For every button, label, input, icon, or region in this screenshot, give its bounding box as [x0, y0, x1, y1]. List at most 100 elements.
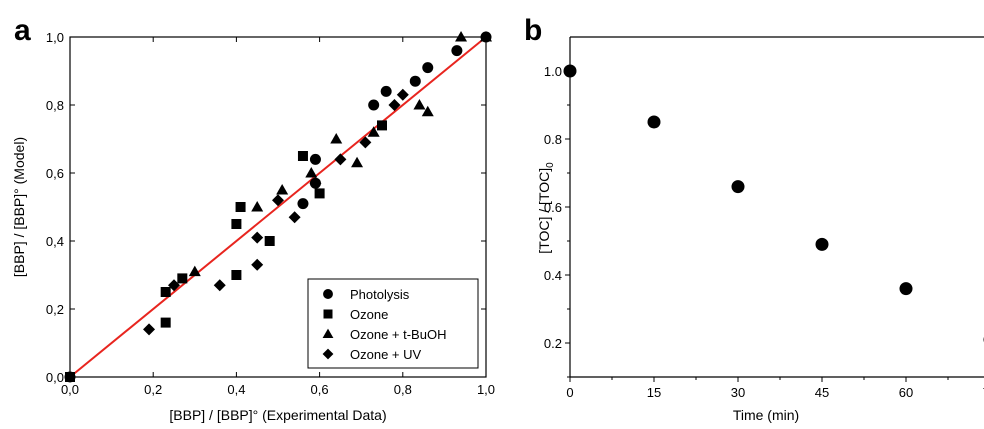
data-point-diamond: [143, 323, 156, 336]
data-point-square: [231, 270, 242, 280]
plot-b-y-axis-title-main: [TOC] / [TOC]: [536, 168, 552, 254]
y-tick-label: 0,2: [46, 302, 64, 317]
plot-b-y-axis-title-subscript: 0: [545, 162, 556, 168]
data-point-square: [177, 273, 188, 284]
y-tick-label: 0,0: [46, 370, 64, 385]
data-point-circle: [422, 62, 434, 74]
data-point-diamond: [334, 153, 347, 166]
data-point-circle: [309, 153, 321, 165]
y-tick-label: 0.2: [544, 336, 562, 351]
x-tick-label: 0,2: [144, 382, 162, 397]
x-tick-label: 1,0: [477, 382, 495, 397]
plot-a-points: [64, 31, 492, 383]
data-point-square: [235, 202, 246, 212]
data-point-diamond: [213, 279, 226, 292]
data-point-circle: [368, 99, 380, 111]
data-point-triangle: [251, 201, 264, 212]
data-point-circle: [451, 45, 463, 57]
data-point-triangle: [351, 156, 364, 168]
plot-a-y-axis-title: [BBP] / [BBP]° (Model): [11, 137, 27, 277]
data-point-diamond: [309, 177, 322, 190]
panel-b: b 0 15 30 45 60 75 0.2 0.4 0.6 0.8 1.0 Time (min)…: [524, 14, 984, 423]
y-tick-label: 0,8: [46, 98, 64, 113]
x-tick-label: 60: [899, 385, 913, 400]
plot-a-frame: [69, 36, 487, 378]
data-point-circle: [409, 75, 421, 87]
x-tick-label: 0,0: [61, 382, 79, 397]
data-point-circle: [899, 282, 913, 296]
data-point-square: [65, 372, 75, 382]
y-tick-label: 0.6: [544, 200, 562, 215]
data-point-square: [297, 151, 308, 161]
data-point-diamond: [396, 88, 409, 101]
plot-a-y-tick-labels: 0,0 0,2 0,4 0,6 0,8 1,0: [46, 30, 64, 385]
data-point-triangle: [480, 31, 492, 42]
legend-label: Ozone + UV: [350, 347, 422, 362]
legend-frame: [307, 278, 479, 369]
y-tick-label: 0,4: [46, 234, 64, 249]
y-tick-label: 1.0: [544, 64, 562, 79]
legend-marker-diamond: [322, 348, 334, 360]
data-point-triangle: [367, 126, 380, 137]
plot-a-x-axis-title: [BBP] / [BBP]° (Experimental Data): [169, 407, 386, 423]
data-point-triangle: [188, 265, 201, 277]
data-point-square: [377, 120, 387, 131]
data-point-diamond: [251, 258, 264, 271]
panel-a-label: a: [14, 14, 31, 47]
data-point-circle: [815, 237, 829, 251]
x-tick-label: 15: [647, 385, 661, 400]
legend-label: Ozone: [350, 307, 388, 322]
data-point-square: [160, 287, 171, 297]
data-point-circle: [647, 115, 661, 129]
data-point-square: [231, 219, 242, 229]
data-point-circle: [380, 85, 392, 97]
x-tick-label: 0: [566, 385, 573, 400]
data-point-diamond: [359, 136, 372, 149]
data-point-triangle: [330, 133, 343, 144]
y-tick-label: 0.8: [544, 132, 562, 147]
legend-marker-square: [323, 309, 333, 319]
legend-label: Ozone + t-BuOH: [350, 327, 446, 342]
legend-marker-triangle: [322, 328, 334, 339]
data-point-diamond: [168, 279, 180, 292]
data-point-diamond: [288, 211, 301, 224]
plot-b-axes: [569, 36, 984, 378]
y-tick-label: 0,6: [46, 166, 64, 181]
data-point-diamond: [388, 99, 401, 111]
plot-a-fit-line: [69, 36, 487, 378]
plot-a-x-tick-labels: 0,0 0,2 0,4 0,6 0,8 1,0: [61, 382, 495, 397]
data-point-circle: [563, 64, 577, 78]
plot-b-points: [563, 64, 984, 343]
x-tick-label: 75: [983, 385, 984, 400]
x-tick-label: 45: [815, 385, 829, 400]
x-tick-label: 0,8: [394, 382, 412, 397]
x-tick-label: 0,4: [227, 382, 245, 397]
legend-label: Photolysis: [350, 287, 410, 302]
plot-b-y-axis-title: [TOC] / [TOC]0: [536, 162, 556, 254]
plot-a-legend: Photolysis Ozone Ozone + t-BuOH Ozone + UV: [307, 278, 479, 369]
y-tick-label: 1,0: [46, 30, 64, 45]
data-point-triangle: [276, 184, 289, 195]
panel-b-label: b: [524, 14, 542, 47]
panel-a: a 0,0 0,2 0,4 0,6 0,8 1,0 0,00,20,40,60,81,0 …: [11, 14, 495, 423]
data-point-square: [264, 236, 275, 246]
data-point-triangle: [305, 167, 318, 178]
data-point-triangle: [421, 105, 434, 117]
x-tick-label: 0,6: [311, 382, 329, 397]
y-tick-label: 0.4: [544, 268, 562, 283]
plot-b-ticks: [565, 70, 949, 382]
plot-b-x-tick-labels: 0 15 30 45 60 75: [566, 385, 984, 400]
data-point-diamond: [251, 231, 264, 244]
data-point-square: [160, 317, 171, 328]
data-point-diamond: [272, 194, 284, 207]
plot-b-x-axis-title: Time (min): [733, 407, 799, 423]
data-point-square: [314, 188, 325, 199]
data-point-triangle: [413, 99, 426, 110]
data-point-circle: [297, 198, 309, 210]
data-point-triangle: [455, 31, 468, 42]
legend-marker-circle: [323, 289, 333, 299]
plot-b-y-tick-labels: 0.2 0.4 0.6 0.8 1.0: [544, 64, 562, 351]
x-tick-label: 30: [731, 385, 745, 400]
data-point-circle: [731, 180, 745, 194]
